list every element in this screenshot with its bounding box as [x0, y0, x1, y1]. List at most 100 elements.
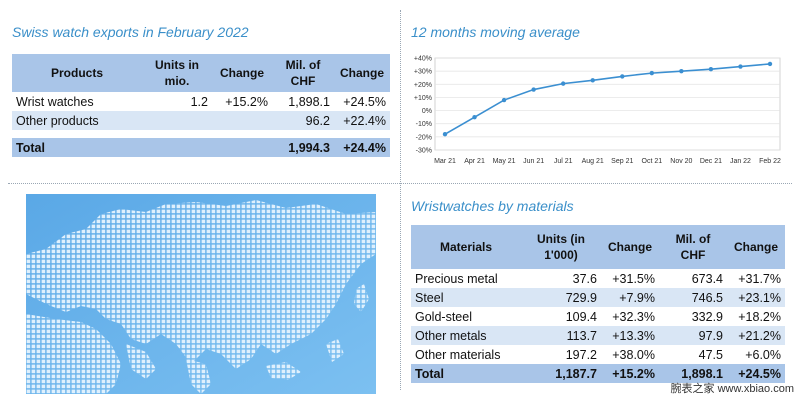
y-tick-label: -20% [416, 134, 432, 141]
x-tick-label: Apr 21 [464, 158, 485, 165]
col-change-chf: Change [334, 54, 390, 92]
col-change: Change [601, 225, 659, 269]
material-cell: Other materials [415, 347, 501, 362]
total-label: Total [411, 364, 521, 383]
table-row: Steel 729.9 +7.9% 746.5 +23.1% [411, 288, 785, 307]
units-change-cell: +13.3% [601, 326, 659, 345]
total-label: Total [12, 138, 142, 157]
data-point [738, 64, 743, 69]
table-row: Precious metal 37.6 +31.5% 673.4 +31.7% [411, 269, 785, 288]
material-cell: Steel [411, 288, 521, 307]
chf-change-cell: +18.2% [738, 309, 781, 324]
chf-cell: 1,898.1 [288, 94, 330, 109]
x-tick-label: Sep 21 [611, 158, 633, 165]
chf-cell: 96.2 [272, 111, 334, 130]
panel-divider-horizontal [8, 183, 792, 184]
chf-change-cell: +6.0% [745, 347, 781, 362]
materials-title: Wristwatches by materials [411, 198, 574, 214]
x-tick-label: May 21 [493, 158, 516, 165]
col-chf: Mil. of CHF [659, 225, 727, 269]
chf-change-cell: +21.2% [727, 326, 785, 345]
units-cell [142, 111, 212, 130]
chf-cell: 746.5 [659, 288, 727, 307]
watermark: 腕表之家 www.xbiao.com [670, 383, 794, 395]
material-cell: Precious metal [415, 271, 498, 286]
total-chf-change: +24.5% [727, 364, 785, 383]
total-units [142, 138, 212, 157]
materials-table: Materials Units (in 1'000) Change Mil. o… [411, 225, 785, 383]
chf-cell: 97.9 [659, 326, 727, 345]
x-tick-label: Oct 21 [642, 158, 663, 165]
units-cell: 109.4 [565, 309, 597, 324]
data-point [472, 114, 477, 120]
units-change-cell: +31.5% [612, 271, 655, 286]
moving-average-chart: +40% +30% +20% +10% 0% -10% -20% -30%Mar 21 Apr … [414, 56, 781, 166]
total-row: Total 1,994.3 +24.4% [12, 138, 390, 157]
total-units: 1,187.7 [521, 364, 601, 383]
chf-change-cell: +23.1% [727, 288, 785, 307]
units-cell: 729.9 [521, 288, 601, 307]
y-tick-label: -30% [416, 148, 432, 155]
data-point [679, 68, 684, 74]
col-units: Units in mio. [142, 54, 212, 92]
material-cell: Gold-steel [415, 309, 472, 324]
chf-change-cell: +24.5% [343, 94, 386, 109]
units-change-cell: +38.0% [612, 347, 655, 362]
col-chf-label: Mil. of CHF [675, 232, 711, 262]
total-chf: 1,898.1 [659, 364, 727, 383]
total-chf-change: +24.4% [334, 138, 390, 157]
exports-header-row: Products Units in mio. Change Mil. of CH… [12, 54, 390, 92]
units-cell: 1.2 [190, 94, 208, 109]
chf-cell: 332.9 [691, 309, 723, 324]
exports-title: Swiss watch exports in February 2022 [12, 24, 249, 40]
data-point [442, 132, 448, 137]
units-cell: 197.2 [565, 347, 597, 362]
panel-divider-vertical [400, 10, 401, 390]
col-change: Change [212, 54, 272, 92]
col-units-thousand: Units (in 1'000) [521, 225, 601, 269]
units-change-cell: +7.9% [601, 288, 659, 307]
material-cell: Other metals [411, 326, 521, 345]
y-tick-label: +30% [414, 69, 432, 76]
data-point [767, 61, 773, 67]
y-tick-label: 0% [422, 108, 432, 115]
x-tick-label: Nov 20 [670, 158, 692, 165]
units-change-cell [212, 111, 272, 130]
chf-cell: 673.4 [691, 271, 723, 286]
x-tick-label: Mar 21 [434, 158, 456, 165]
col-units-thousand-label: Units (in 1'000) [537, 232, 585, 262]
chf-cell: 47.5 [698, 347, 723, 362]
data-point [649, 70, 655, 76]
y-tick-label: -10% [416, 121, 432, 128]
plot-frame [434, 57, 781, 151]
units-change-cell: +32.3% [612, 309, 655, 324]
map-graphic [26, 194, 376, 394]
y-tick-label: +20% [414, 82, 432, 89]
col-change-chf: Change [727, 225, 785, 269]
product-cell: Other products [12, 111, 142, 130]
table-row: Wrist watches 1.2 +15.2% 1,898.1 +24.5% [12, 92, 390, 111]
data-point [531, 87, 536, 92]
table-row: Gold-steel 109.4 +32.3% 332.9 +18.2% [411, 307, 785, 326]
units-cell: 113.7 [521, 326, 601, 345]
chf-change-cell: +22.4% [334, 111, 390, 130]
table-row: Other metals 113.7 +13.3% 97.9 +21.2% [411, 326, 785, 345]
table-row: Other materials 197.2 +38.0% 47.5 +6.0% [411, 345, 785, 364]
chf-change-cell: +31.7% [738, 271, 781, 286]
col-materials: Materials [411, 225, 521, 269]
x-tick-label: Jul 21 [554, 158, 573, 165]
data-point [708, 66, 714, 72]
x-tick-label: Aug 21 [582, 158, 604, 165]
data-point [501, 97, 507, 103]
data-point [590, 78, 595, 83]
x-tick-label: Jan 22 [730, 158, 751, 165]
units-cell: 37.6 [572, 271, 597, 286]
total-units-change: +15.2% [601, 364, 659, 383]
table-row: Other products 96.2 +22.4% [12, 111, 390, 130]
y-tick-label: +10% [414, 95, 432, 102]
data-point [620, 74, 625, 79]
y-tick-label: +40% [414, 56, 432, 63]
materials-header-row: Materials Units (in 1'000) Change Mil. o… [411, 225, 785, 269]
total-chf: 1,994.3 [272, 138, 334, 157]
x-tick-label: Dec 21 [700, 158, 722, 165]
